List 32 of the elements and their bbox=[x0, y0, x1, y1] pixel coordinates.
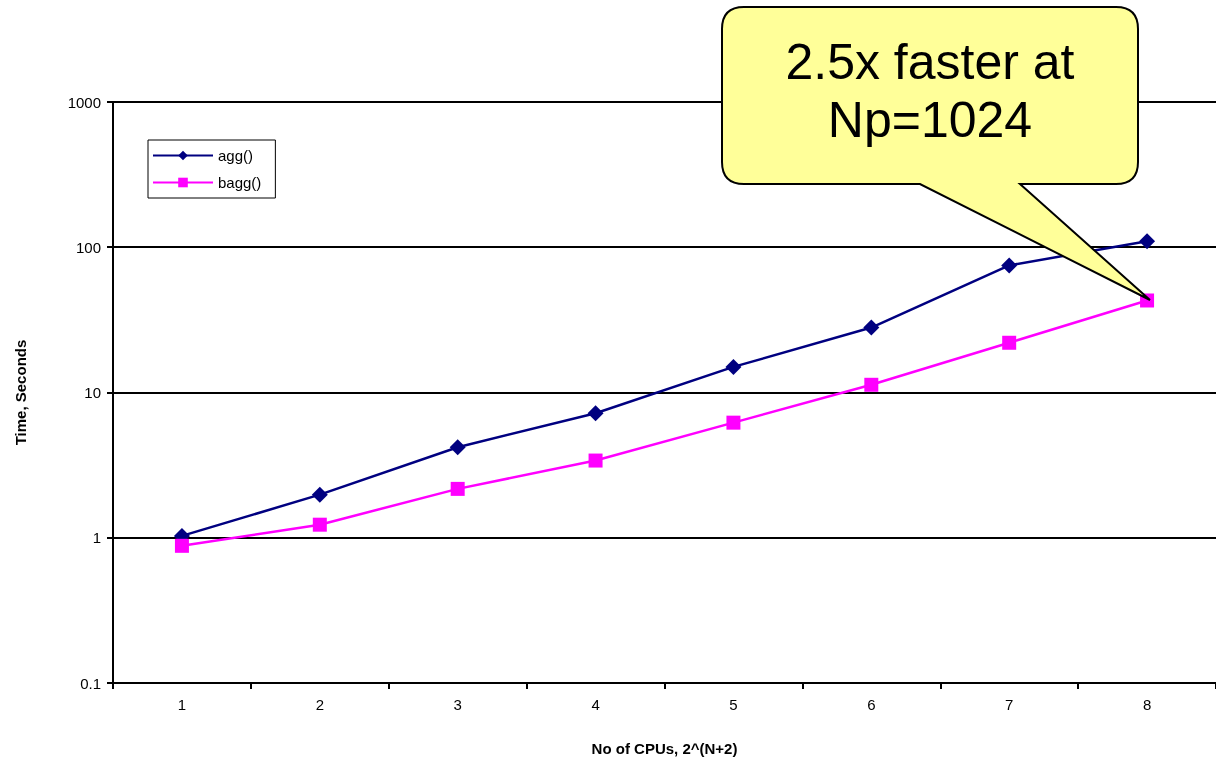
legend-label: bagg() bbox=[218, 174, 262, 191]
point bbox=[311, 486, 328, 503]
point bbox=[725, 358, 742, 375]
point bbox=[588, 453, 603, 468]
y-tick-label: 1 bbox=[92, 529, 101, 547]
y-tick-label: 10 bbox=[84, 384, 101, 401]
x-tick-label: 6 bbox=[867, 696, 876, 713]
point bbox=[863, 319, 880, 336]
point bbox=[1001, 257, 1018, 274]
legend-label: agg() bbox=[218, 147, 254, 164]
y-axis-title: Time, Seconds bbox=[12, 339, 29, 446]
point bbox=[1002, 335, 1017, 350]
point bbox=[312, 517, 327, 532]
y-tick-label: 1000 bbox=[67, 93, 101, 111]
x-tick-label: 2 bbox=[315, 696, 324, 713]
x-tick-label: 4 bbox=[591, 696, 600, 713]
point bbox=[449, 439, 466, 456]
x-tick-label: 7 bbox=[1005, 696, 1014, 713]
annotation: 2.5x faster at Np=1024 bbox=[784, 33, 1076, 149]
y-tick-label: 100 bbox=[75, 238, 101, 256]
point bbox=[1139, 233, 1156, 250]
y-tick-label: 0.1 bbox=[80, 674, 101, 692]
point bbox=[174, 538, 189, 553]
x-tick-label: 1 bbox=[177, 696, 187, 713]
x-tick-label: 5 bbox=[729, 696, 738, 713]
x-tick-label: 3 bbox=[453, 696, 462, 713]
x-axis-title: No of CPUs, 2^(N+2) bbox=[591, 740, 738, 757]
x-tick-label: 8 bbox=[1142, 696, 1152, 713]
point bbox=[726, 415, 741, 430]
point bbox=[864, 377, 879, 392]
point bbox=[450, 481, 465, 496]
point bbox=[587, 405, 604, 422]
